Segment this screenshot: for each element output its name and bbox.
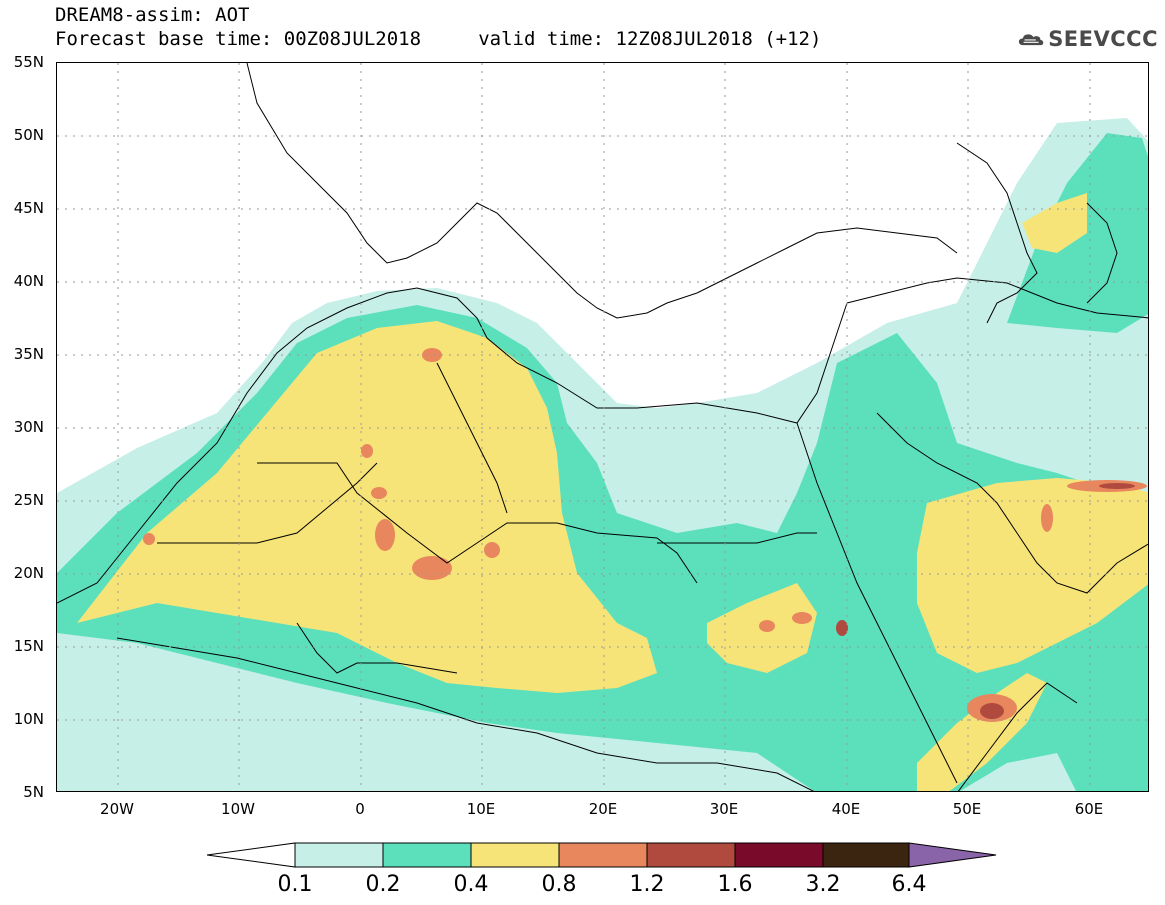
lon-label: 10W xyxy=(221,800,255,818)
aot-contours xyxy=(57,118,1148,791)
lat-label: 10N xyxy=(13,710,44,728)
colorbar xyxy=(207,842,997,868)
aot-band-yellow-caspian xyxy=(1022,193,1087,253)
colorbar-bin xyxy=(294,842,384,868)
lat-label: 20N xyxy=(13,564,44,582)
colorbar-label: 0.8 xyxy=(541,872,577,897)
lon-label: 50E xyxy=(952,800,982,818)
colorbar-bin xyxy=(382,842,472,868)
forecast-time-line: Forecast base time: 00Z08JUL2018 valid t… xyxy=(55,28,822,50)
lat-label: 45N xyxy=(13,199,44,217)
lat-lon-grid xyxy=(57,63,1148,791)
map-canvas xyxy=(57,63,1148,791)
lon-label: 10E xyxy=(466,800,496,818)
lat-label: 30N xyxy=(13,418,44,436)
colorbar-bin xyxy=(558,842,648,868)
lat-label: 55N xyxy=(13,53,44,71)
lat-label: 25N xyxy=(13,491,44,509)
colorbar-over-arrow xyxy=(908,842,997,868)
lat-label: 5N xyxy=(23,783,44,801)
lon-label: 20E xyxy=(588,800,618,818)
colorbar-label: 0.1 xyxy=(277,872,313,897)
lat-label: 35N xyxy=(13,345,44,363)
lon-label: 0 xyxy=(355,800,365,818)
seevccc-logo: SEEVCCC xyxy=(1018,22,1158,56)
colorbar-bin xyxy=(646,842,736,868)
colorbar-label: 1.6 xyxy=(717,872,753,897)
map-title: DREAM8-assim: AOT xyxy=(55,4,250,26)
aot-band-brown xyxy=(836,483,1135,719)
colorbar-label: 1.2 xyxy=(629,872,665,897)
logo-text: SEEVCCC xyxy=(1048,27,1158,51)
lon-label: 20W xyxy=(100,800,134,818)
colorbar-label: 0.4 xyxy=(453,872,489,897)
lat-label: 50N xyxy=(13,126,44,144)
colorbar-bin xyxy=(470,842,560,868)
coastlines xyxy=(57,63,1148,791)
colorbar-label: 0.2 xyxy=(365,872,401,897)
lon-label: 30E xyxy=(709,800,739,818)
cloud-icon xyxy=(1018,34,1044,46)
colorbar-bin xyxy=(734,842,824,868)
lon-label: 40E xyxy=(831,800,861,818)
aot-map xyxy=(56,62,1149,792)
lat-label: 40N xyxy=(13,272,44,290)
aot-band-yellow xyxy=(77,321,657,693)
colorbar-under-arrow xyxy=(207,842,296,868)
lon-label: 60E xyxy=(1074,800,1104,818)
colorbar-label: 3.2 xyxy=(805,872,841,897)
lat-label: 15N xyxy=(13,637,44,655)
colorbar-label: 6.4 xyxy=(891,872,927,897)
colorbar-bin xyxy=(822,842,910,868)
